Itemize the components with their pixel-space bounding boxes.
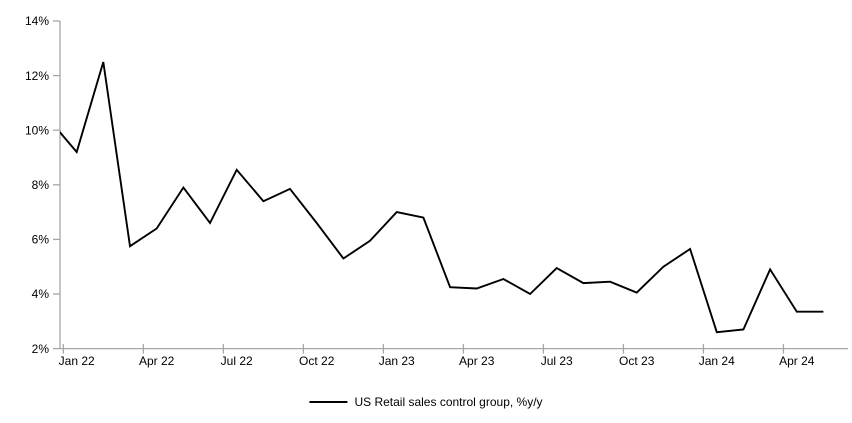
y-axis-label: 12% bbox=[25, 69, 49, 83]
x-axis-label: Jan 24 bbox=[699, 354, 735, 368]
y-axis-label: 4% bbox=[32, 287, 50, 301]
x-axis-label: Jan 23 bbox=[379, 354, 415, 368]
x-axis-label: Apr 23 bbox=[459, 354, 495, 368]
y-axis-label: 8% bbox=[32, 178, 50, 192]
legend-label: US Retail sales control group, %y/y bbox=[354, 395, 543, 409]
legend-line-swatch bbox=[309, 401, 348, 403]
series-line bbox=[60, 61, 824, 334]
x-axis-label: Jan 22 bbox=[59, 354, 95, 368]
legend: US Retail sales control group, %y/y bbox=[309, 395, 543, 409]
x-axis-label: Jul 22 bbox=[221, 354, 253, 368]
x-axis-label: Jul 23 bbox=[541, 354, 573, 368]
y-axis-label: 14% bbox=[25, 14, 49, 28]
y-axis-label: 2% bbox=[32, 342, 50, 356]
y-axis-label: 10% bbox=[25, 123, 49, 137]
y-axis-label: 6% bbox=[32, 233, 50, 247]
x-axis-label: Oct 22 bbox=[299, 354, 335, 368]
x-axis-label: Apr 22 bbox=[139, 354, 175, 368]
x-axis-label: Oct 23 bbox=[619, 354, 655, 368]
x-axis-label: Apr 24 bbox=[779, 354, 815, 368]
